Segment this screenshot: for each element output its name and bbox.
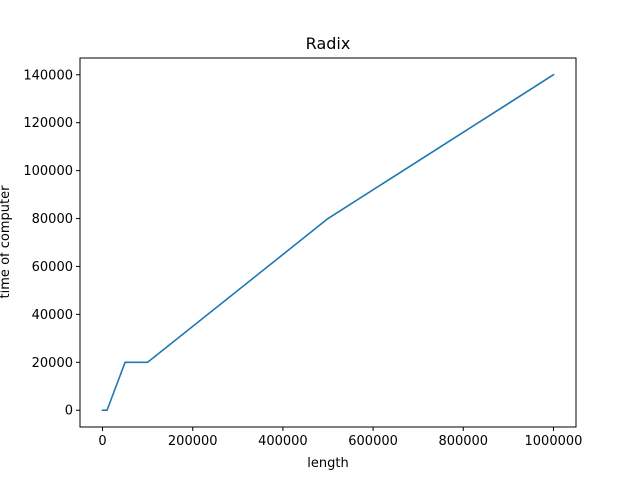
- x-axis-label: length: [307, 456, 348, 471]
- x-tick-label: 0: [98, 434, 106, 449]
- y-tick-label: 20000: [32, 356, 73, 371]
- y-tick-label: 80000: [32, 212, 73, 227]
- y-tick-label: 40000: [32, 308, 73, 323]
- y-tick-label: 0: [65, 404, 73, 419]
- y-tick-label: 140000: [23, 68, 73, 83]
- plot-area: 0 200000 400000 600000 800000 1000000 0 20000 40…: [23, 57, 583, 449]
- y-tick-label: 120000: [23, 116, 73, 131]
- chart-title: Radix: [306, 34, 351, 53]
- plot-frame: [79, 57, 577, 428]
- y-tick-label: 100000: [23, 164, 73, 179]
- y-tick-label: 60000: [32, 260, 73, 275]
- x-tick-label: 800000: [438, 434, 488, 449]
- x-tick-label: 400000: [258, 434, 308, 449]
- x-tick-label: 600000: [348, 434, 398, 449]
- series-line-1: [101, 73, 555, 412]
- y-axis-label: time of computer: [0, 185, 13, 299]
- x-tick-label: 200000: [168, 434, 218, 449]
- x-tick-label: 1000000: [525, 434, 583, 449]
